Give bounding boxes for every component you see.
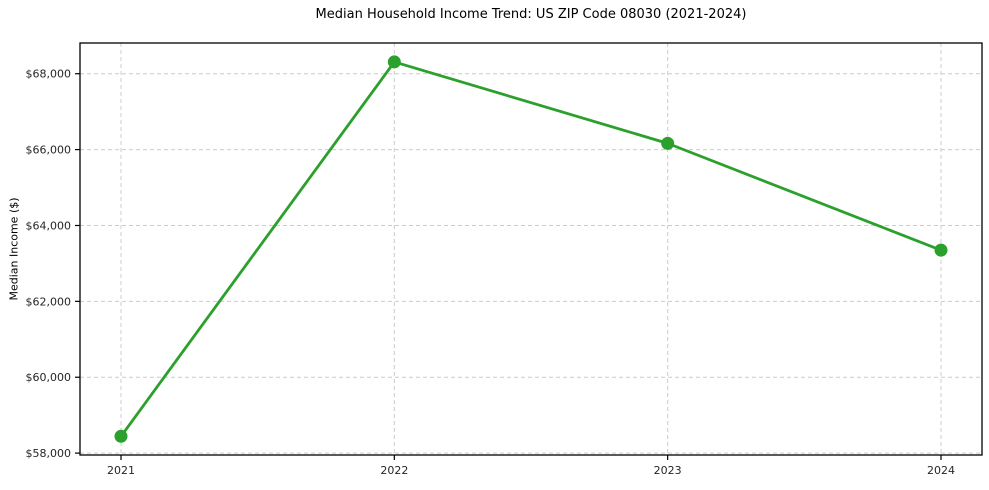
x-tick-label: 2022 — [380, 464, 408, 477]
y-tick-label: $68,000 — [26, 68, 72, 81]
y-tick-label: $60,000 — [26, 371, 72, 384]
y-tick-label: $58,000 — [26, 447, 72, 460]
chart-title: Median Household Income Trend: US ZIP Co… — [315, 7, 747, 22]
data-point — [934, 243, 948, 257]
plot-border — [79, 42, 983, 456]
x-tick-label: 2021 — [107, 464, 135, 477]
x-tick-label: 2024 — [927, 464, 955, 477]
y-tick-label: $64,000 — [26, 219, 72, 232]
y-tick-label: $62,000 — [26, 295, 72, 308]
data-point — [661, 136, 675, 150]
data-point — [387, 55, 401, 69]
y-tick-label: $66,000 — [26, 144, 72, 157]
x-tick-label: 2023 — [654, 464, 682, 477]
data-point — [114, 429, 128, 443]
data-line — [119, 60, 943, 438]
